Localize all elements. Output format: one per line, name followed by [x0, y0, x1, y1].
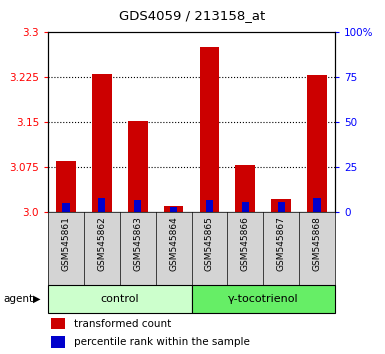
- Bar: [98, 198, 105, 212]
- Bar: [62, 203, 70, 212]
- Bar: [206, 200, 213, 212]
- Text: GSM545864: GSM545864: [169, 216, 178, 271]
- Text: GSM545862: GSM545862: [97, 216, 106, 271]
- Text: GSM545865: GSM545865: [205, 216, 214, 271]
- Bar: [242, 201, 249, 212]
- Bar: [307, 75, 327, 212]
- Text: agent: agent: [4, 294, 34, 304]
- Text: γ-tocotrienol: γ-tocotrienol: [228, 294, 298, 304]
- Text: transformed count: transformed count: [74, 319, 171, 329]
- Text: GSM545861: GSM545861: [62, 216, 70, 271]
- Bar: [48, 285, 192, 313]
- Bar: [313, 198, 321, 212]
- Text: GDS4059 / 213158_at: GDS4059 / 213158_at: [119, 9, 266, 22]
- Bar: [56, 161, 76, 212]
- Bar: [271, 199, 291, 212]
- Bar: [51, 318, 65, 329]
- Bar: [170, 207, 177, 212]
- Bar: [134, 200, 141, 212]
- Bar: [164, 206, 184, 212]
- Bar: [192, 285, 335, 313]
- Bar: [236, 165, 255, 212]
- Bar: [278, 201, 285, 212]
- Bar: [199, 47, 219, 212]
- Text: ▶: ▶: [33, 294, 40, 304]
- Text: GSM545868: GSM545868: [313, 216, 321, 271]
- Bar: [128, 121, 147, 212]
- Bar: [92, 74, 112, 212]
- Bar: [51, 336, 65, 348]
- Text: GSM545863: GSM545863: [133, 216, 142, 271]
- Text: GSM545866: GSM545866: [241, 216, 250, 271]
- Text: control: control: [100, 294, 139, 304]
- Text: percentile rank within the sample: percentile rank within the sample: [74, 337, 250, 347]
- Text: GSM545867: GSM545867: [277, 216, 286, 271]
